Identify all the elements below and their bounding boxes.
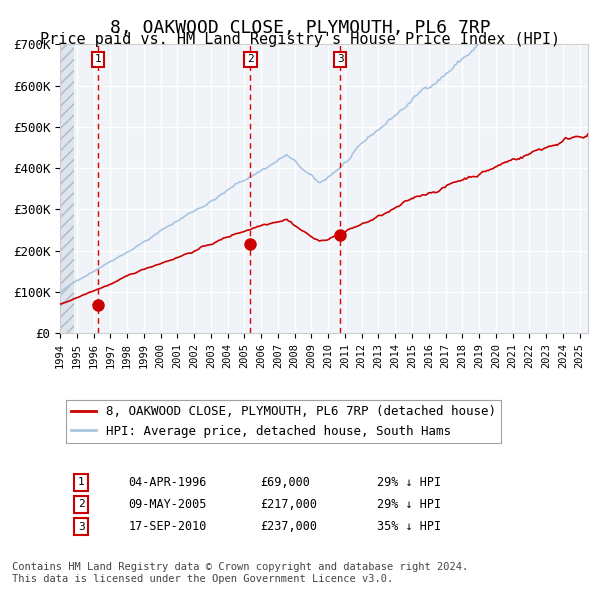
Text: 2: 2: [78, 500, 85, 510]
Text: 17-SEP-2010: 17-SEP-2010: [128, 520, 207, 533]
Text: 29% ↓ HPI: 29% ↓ HPI: [377, 476, 441, 489]
Text: 3: 3: [78, 522, 85, 532]
Text: Price paid vs. HM Land Registry's House Price Index (HPI): Price paid vs. HM Land Registry's House …: [40, 32, 560, 47]
Text: 8, OAKWOOD CLOSE, PLYMOUTH, PL6 7RP: 8, OAKWOOD CLOSE, PLYMOUTH, PL6 7RP: [110, 19, 490, 37]
Text: 3: 3: [337, 54, 344, 64]
Text: 1: 1: [78, 477, 85, 487]
Legend: 8, OAKWOOD CLOSE, PLYMOUTH, PL6 7RP (detached house), HPI: Average price, detach: 8, OAKWOOD CLOSE, PLYMOUTH, PL6 7RP (det…: [66, 401, 501, 442]
Text: £69,000: £69,000: [260, 476, 311, 489]
Text: Contains HM Land Registry data © Crown copyright and database right 2024.
This d: Contains HM Land Registry data © Crown c…: [12, 562, 468, 584]
Text: 29% ↓ HPI: 29% ↓ HPI: [377, 498, 441, 511]
Text: 04-APR-1996: 04-APR-1996: [128, 476, 207, 489]
Bar: [60, 44, 74, 333]
Text: £237,000: £237,000: [260, 520, 317, 533]
Text: 2: 2: [247, 54, 254, 64]
Text: 35% ↓ HPI: 35% ↓ HPI: [377, 520, 441, 533]
Bar: [60, 44, 74, 333]
Text: 09-MAY-2005: 09-MAY-2005: [128, 498, 207, 511]
Text: 1: 1: [95, 54, 101, 64]
Text: £217,000: £217,000: [260, 498, 317, 511]
